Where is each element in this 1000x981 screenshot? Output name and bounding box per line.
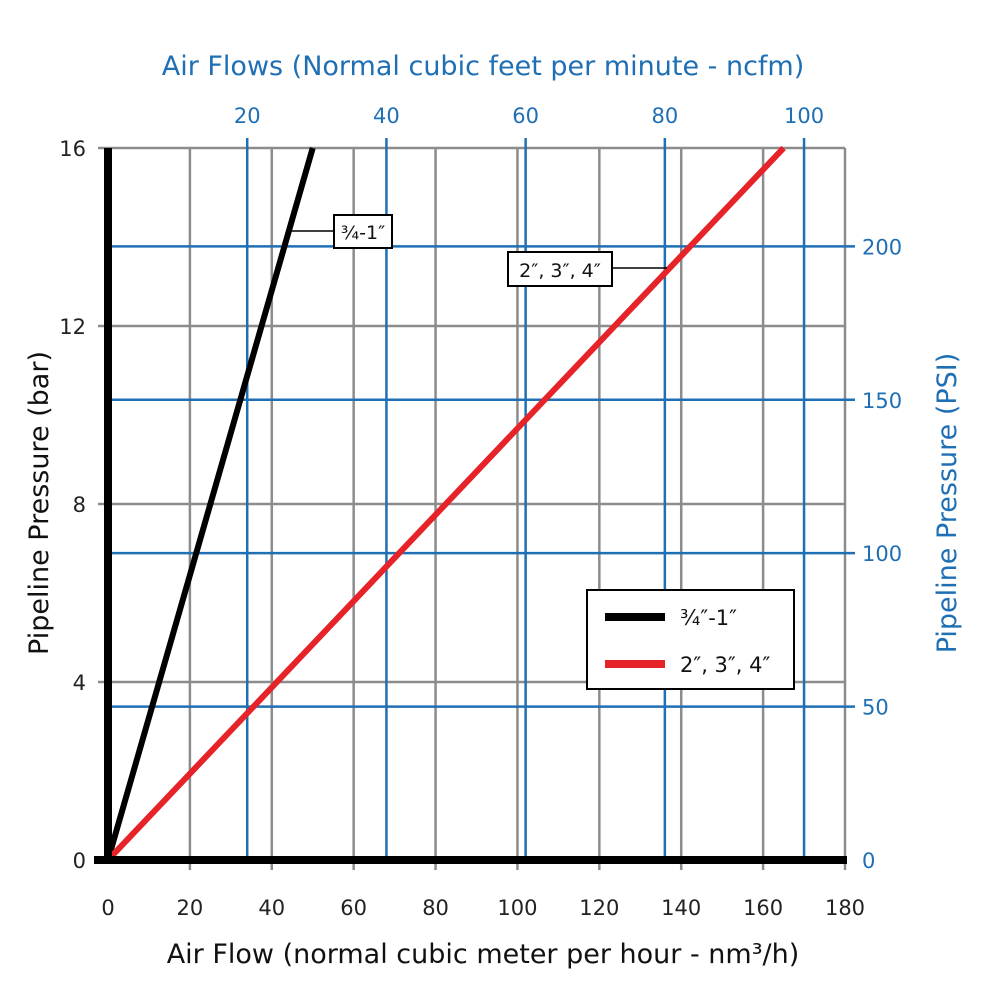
y2-axis-title: Pipeline Pressure (PSI) xyxy=(932,353,963,654)
x-tick-label-100: 100 xyxy=(497,896,537,920)
x2-tick-label-60: 60 xyxy=(512,104,539,128)
x-tick-label-60: 60 xyxy=(340,896,367,920)
x-tick-label-120: 120 xyxy=(579,896,619,920)
legend-label-series-1: ¾″-1″ xyxy=(680,606,737,630)
y-axis-title: Pipeline Pressure (bar) xyxy=(24,351,55,655)
y2-tick-label-50: 50 xyxy=(862,696,889,720)
x-tick-label-140: 140 xyxy=(661,896,701,920)
x-axis-title: Air Flow (normal cubic meter per hour - … xyxy=(167,939,800,970)
x2-tick-label-100: 100 xyxy=(784,104,824,128)
callout-series-2: 2″, 3″, 4″ xyxy=(507,251,667,287)
axes xyxy=(94,148,847,864)
x2-tick-label-20: 20 xyxy=(234,104,261,128)
x2-tick-label-80: 80 xyxy=(651,104,678,128)
y-tick-label-8: 8 xyxy=(73,493,86,517)
x-tick-label-20: 20 xyxy=(177,896,204,920)
y2-tick-label-200: 200 xyxy=(862,235,902,259)
callout-label-series-1: ¾-1″ xyxy=(341,222,385,244)
x-tick-label-0: 0 xyxy=(101,896,114,920)
series-line-1 xyxy=(105,147,316,861)
y2-tick-label-150: 150 xyxy=(862,389,902,413)
y2-tick-label-0: 0 xyxy=(862,849,875,873)
tick-labels: 0 20 40 60 80 100 120 140 160 180 0 4 8 12 16 20 40 60 80 1… xyxy=(59,104,902,920)
series-line-2 xyxy=(105,145,786,863)
callout-series-1: ¾-1″ xyxy=(286,214,393,249)
callout-box-series-2 xyxy=(507,251,613,287)
legend: ¾″-1″ 2″, 3″, 4″ xyxy=(586,589,795,690)
legend-box xyxy=(586,589,795,690)
x2-axis-title: Air Flows (Normal cubic feet per minute … xyxy=(162,51,805,82)
x2-tick-label-40: 40 xyxy=(373,104,400,128)
x-tick-label-40: 40 xyxy=(258,896,285,920)
series-lines xyxy=(105,145,786,863)
callout-box-series-1 xyxy=(333,214,393,249)
legend-label-series-2: 2″, 3″, 4″ xyxy=(680,653,770,677)
y2-tick-label-100: 100 xyxy=(862,542,902,566)
x-tick-label-80: 80 xyxy=(422,896,449,920)
callout-label-series-2: 2″, 3″, 4″ xyxy=(519,260,601,282)
y-tick-label-0: 0 xyxy=(73,849,86,873)
y-tick-label-12: 12 xyxy=(59,315,86,339)
x-tick-label-160: 160 xyxy=(743,896,783,920)
y-tick-label-4: 4 xyxy=(73,671,86,695)
x-tick-label-180: 180 xyxy=(825,896,865,920)
y-tick-label-16: 16 xyxy=(59,137,86,161)
